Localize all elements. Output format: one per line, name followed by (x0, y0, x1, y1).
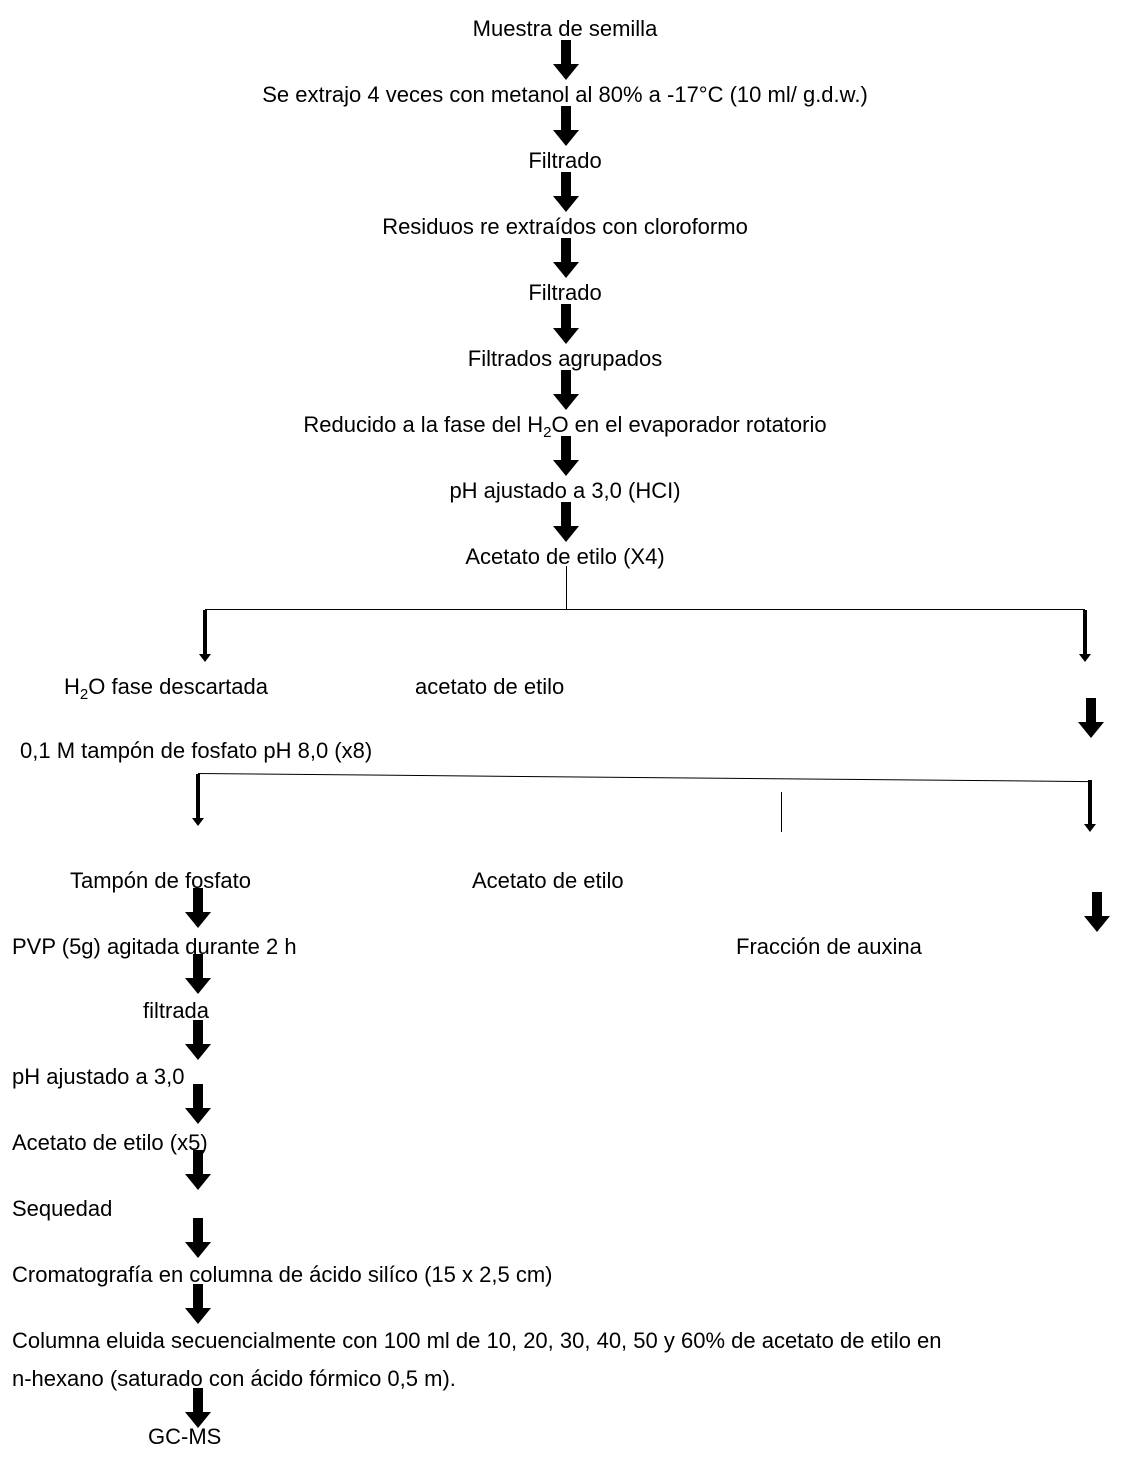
down-arrow-icon (553, 304, 579, 344)
phosphate-buffer-step: 0,1 M tampón de fosfato pH 8,0 (x8) (20, 738, 373, 763)
ethyl-acetate-label-2: Acetato de etilo (472, 868, 624, 893)
down-arrow-icon (192, 774, 204, 826)
ph-adjust-step: pH ajustado a 3,0 (12, 1064, 185, 1089)
step-pooled-filtrates: Filtrados agrupados (467, 346, 663, 371)
gc-ms-step: GC-MS (148, 1424, 222, 1449)
down-arrow-icon (199, 610, 211, 662)
dryness-step: Sequedad (12, 1196, 113, 1221)
down-arrow-icon (185, 954, 211, 994)
auxin-fraction: Fracción de auxina (736, 934, 922, 959)
water-phase-discarded: H2O fase descartada (64, 674, 269, 703)
down-arrow-icon (185, 1084, 211, 1124)
down-arrow-icon (553, 502, 579, 542)
down-arrow-icon (185, 1150, 211, 1190)
down-arrow-icon (553, 106, 579, 146)
step-methanol-extraction: Se extrajo 4 veces con metanol al 80% a … (262, 82, 868, 107)
down-arrow-icon (553, 40, 579, 80)
down-arrow-icon (553, 238, 579, 278)
step-filtered-2: Filtrado (528, 280, 602, 305)
down-arrow-icon (1079, 610, 1091, 662)
down-arrow-icon (185, 1020, 211, 1060)
step-chloroform-reextraction: Residuos re extraídos con cloroformo (382, 214, 748, 239)
column-elution-line-1: Columna eluida secuencialmente con 100 m… (12, 1328, 942, 1353)
down-arrow-icon (185, 1218, 211, 1258)
split-line-2 (197, 773, 1090, 783)
down-arrow-icon (553, 370, 579, 410)
split-line-1 (205, 609, 1085, 610)
step-rotary-evaporator: Reducido a la fase del H2O en el evapora… (303, 412, 827, 441)
step-filtered-1: Filtrado (528, 148, 602, 173)
down-arrow-icon (553, 436, 579, 476)
ethyl-acetate-x5: Acetato de etilo (x5) (12, 1130, 208, 1155)
down-arrow-icon (1078, 698, 1104, 738)
split-connector-2 (781, 792, 782, 832)
filtered-step: filtrada (143, 998, 210, 1023)
down-arrow-icon (1084, 892, 1110, 932)
pvp-stirred: PVP (5g) agitada durante 2 h (12, 934, 297, 959)
phosphate-buffer-label: Tampón de fosfato (70, 868, 252, 893)
step-ethyl-acetate-x4: Acetato de etilo (X4) (465, 544, 665, 569)
column-elution-line-2: n-hexano (saturado con ácido fórmico 0,5… (12, 1366, 456, 1391)
down-arrow-icon (185, 888, 211, 928)
down-arrow-icon (553, 172, 579, 212)
down-arrow-icon (1084, 780, 1096, 832)
down-arrow-icon (185, 1284, 211, 1324)
split-connector-1 (566, 566, 567, 610)
step-seed-sample: Muestra de semilla (472, 16, 658, 41)
step-ph-adjust-hcl: pH ajustado a 3,0 (HCI) (449, 478, 681, 503)
down-arrow-icon (185, 1388, 211, 1428)
ethyl-acetate-label-1: acetato de etilo (415, 674, 565, 699)
silicic-acid-chromatography: Cromatografía en columna de ácido silíco… (12, 1262, 553, 1287)
